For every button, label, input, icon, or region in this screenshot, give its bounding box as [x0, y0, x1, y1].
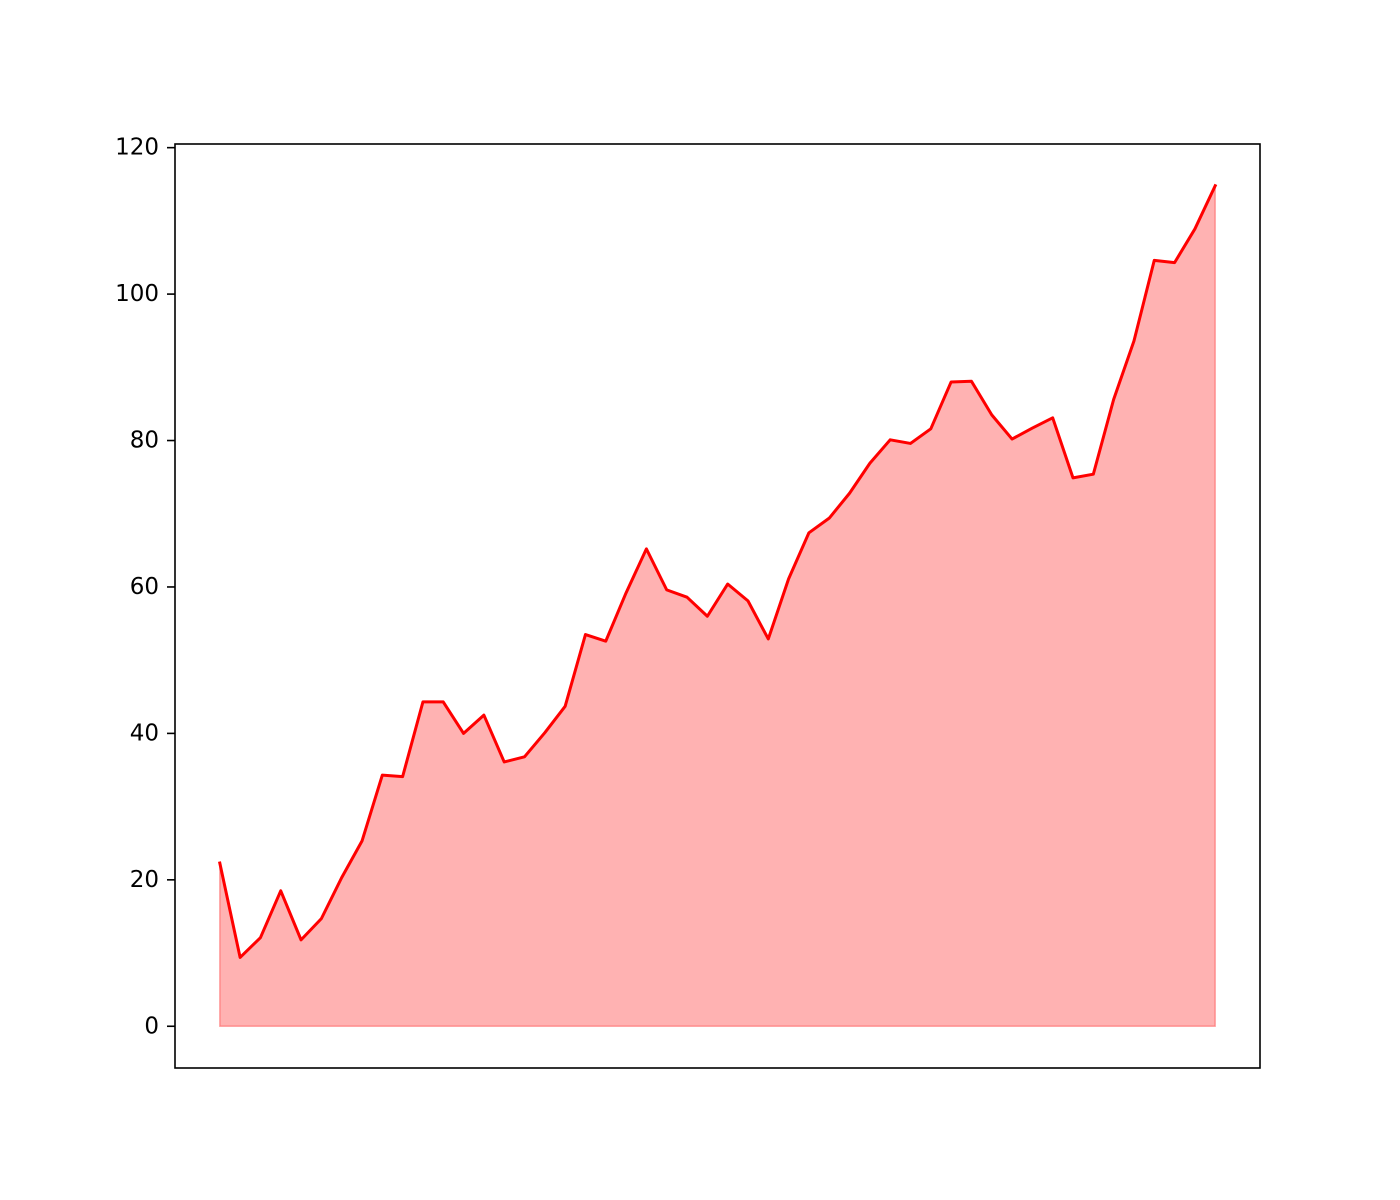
data-point	[1193, 227, 1196, 230]
axes-frame	[174, 143, 1261, 1069]
data-point	[1092, 473, 1095, 476]
data-point	[929, 427, 932, 430]
axes-layer: 0 20 40 60 80 100 120	[115, 135, 1261, 1069]
data-point	[564, 705, 567, 708]
data-point	[320, 917, 323, 920]
data-point	[604, 640, 607, 643]
data-point	[807, 531, 810, 534]
y-tick-label: 40	[130, 720, 159, 746]
data-point	[990, 413, 993, 416]
data-point	[1031, 427, 1034, 430]
data-point	[584, 633, 587, 636]
y-tick-label: 0	[144, 1013, 159, 1039]
y-tick-label: 120	[115, 135, 159, 161]
data-point	[1072, 476, 1075, 479]
data-point	[421, 700, 424, 703]
data-point	[1214, 184, 1217, 187]
data-point	[442, 700, 445, 703]
y-tick-label: 100	[115, 281, 159, 307]
data-point	[1132, 339, 1135, 342]
data-point	[686, 596, 689, 599]
data-point	[1173, 261, 1176, 264]
data-point	[746, 599, 749, 602]
y-tick-label: 20	[130, 867, 159, 893]
data-point	[279, 889, 282, 892]
data-point	[868, 462, 871, 465]
data-point	[889, 438, 892, 441]
data-point	[300, 938, 303, 941]
data-point	[970, 380, 973, 383]
data-point	[828, 517, 831, 520]
data-point	[1051, 416, 1054, 419]
data-point	[462, 732, 465, 735]
series-line	[218, 183, 1218, 959]
data-point	[625, 591, 628, 594]
data-point	[1011, 438, 1014, 441]
data-point	[950, 380, 953, 383]
data-point	[726, 583, 729, 586]
data-point	[340, 876, 343, 879]
data-point	[767, 637, 770, 640]
data-point	[1153, 259, 1156, 262]
y-tick-label: 80	[130, 428, 159, 454]
data-point	[645, 547, 648, 550]
y-tick-label: 60	[130, 574, 159, 600]
data-point	[523, 755, 526, 758]
data-point	[401, 775, 404, 778]
data-point	[665, 588, 668, 591]
area-fill	[219, 185, 1216, 1028]
data-point	[787, 577, 790, 580]
data-point	[503, 760, 506, 763]
data-point	[1112, 398, 1115, 401]
data-point	[706, 615, 709, 618]
data-point	[259, 936, 262, 939]
data-point	[543, 731, 546, 734]
data-point	[218, 861, 221, 864]
data-point	[848, 492, 851, 495]
plot-layer	[218, 183, 1218, 1028]
data-point	[909, 442, 912, 445]
data-point	[361, 840, 364, 843]
data-point	[482, 714, 485, 717]
data-point	[239, 956, 242, 959]
data-point	[381, 774, 384, 777]
